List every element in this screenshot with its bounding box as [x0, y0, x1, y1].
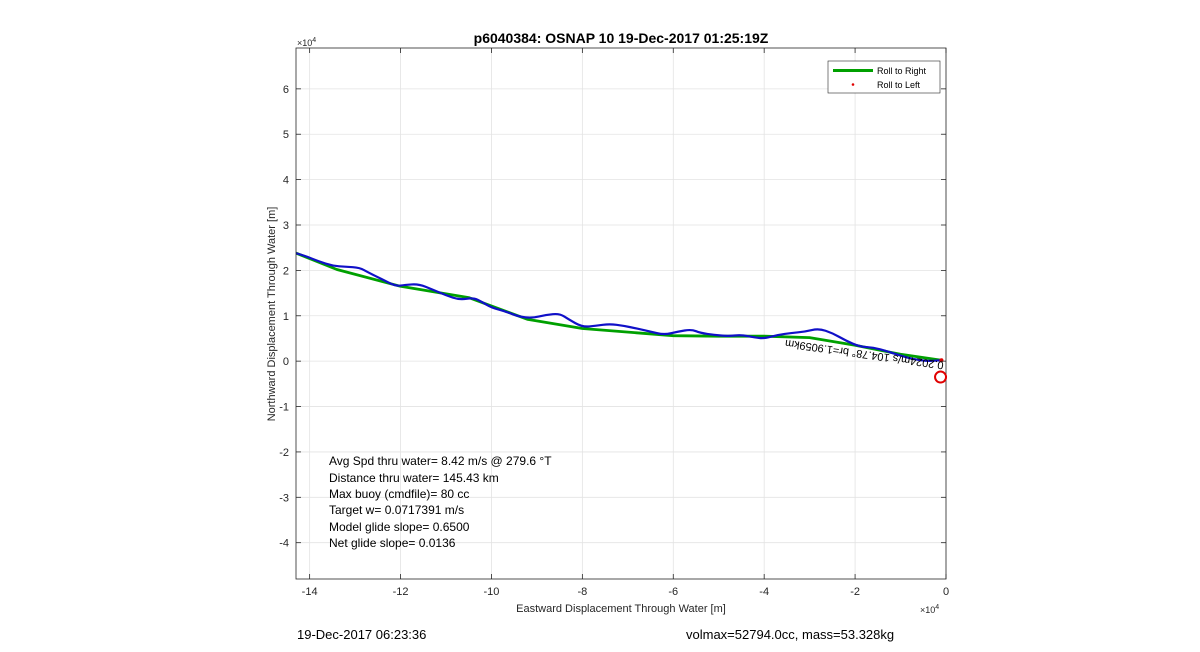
track-label: 0.2024m/s 104.78° br=1.9059km: [784, 337, 944, 371]
y-exponent-label: ×104: [297, 37, 316, 48]
summary-line: Target w= 0.0717391 m/s: [329, 503, 464, 517]
y-axis-label: Northward Displacement Through Water [m]: [266, 207, 278, 422]
summary-line: Avg Spd thru water= 8.42 m/s @ 279.6 °T: [329, 454, 552, 468]
x-axis-label: Eastward Displacement Through Water [m]: [516, 603, 726, 615]
y-tick-label: 6: [283, 84, 289, 96]
y-tick-label: 4: [283, 175, 289, 187]
series-layer: [296, 251, 944, 363]
summary-text-block: Avg Spd thru water= 8.42 m/s @ 279.6 °T …: [329, 454, 552, 550]
y-tick-label: -2: [279, 447, 289, 459]
x-tick-label: -10: [484, 586, 500, 598]
summary-line: Max buoy (cmdfile)= 80 cc: [329, 487, 469, 501]
y-tick-label: 5: [283, 129, 289, 141]
x-tick-label: -8: [577, 586, 587, 598]
endpoint-marker: [934, 370, 948, 384]
x-tick-label: -6: [668, 586, 678, 598]
y-tick-label: -1: [279, 402, 289, 414]
summary-line: Model glide slope= 0.6500: [329, 520, 470, 534]
series-track: [296, 252, 942, 362]
svg-text:×104: ×104: [920, 604, 939, 615]
x-tick-label: 0: [943, 586, 949, 598]
y-tick-label: -4: [279, 538, 289, 550]
svg-text:×104: ×104: [297, 37, 316, 48]
legend-box: [827, 60, 941, 94]
chart-title: p6040384: OSNAP 10 19-Dec-2017 01:25:19Z: [474, 30, 769, 46]
y-tick-label: 0: [283, 356, 289, 368]
legend-label-roll-right: Roll to Right: [877, 66, 927, 76]
summary-line: Net glide slope= 0.0136: [329, 536, 456, 550]
y-tick-label: 3: [283, 220, 289, 232]
legend-swatch-roll-left: [851, 83, 855, 86]
x-exponent-label: ×104: [920, 604, 939, 615]
plot-frame: [295, 47, 947, 580]
y-tick-label: -3: [279, 492, 289, 504]
x-tick-label: -12: [393, 586, 409, 598]
legend: Roll to Right Roll to Left: [827, 60, 941, 94]
grid: [296, 48, 947, 579]
x-tick-label: -4: [759, 586, 769, 598]
y-tick-label: 2: [283, 265, 289, 277]
x-tick-label: -2: [850, 586, 860, 598]
series-roll-to-right: [296, 251, 942, 362]
footer-timestamp: 19-Dec-2017 06:23:36: [297, 627, 427, 642]
footer-vehicle-info: volmax=52794.0cc, mass=53.328kg: [686, 627, 895, 642]
y-tick-label: 1: [283, 311, 289, 323]
legend-label-roll-left: Roll to Left: [877, 80, 921, 90]
summary-line: Distance thru water= 145.43 km: [329, 471, 499, 485]
x-tick-label: -14: [302, 586, 318, 598]
